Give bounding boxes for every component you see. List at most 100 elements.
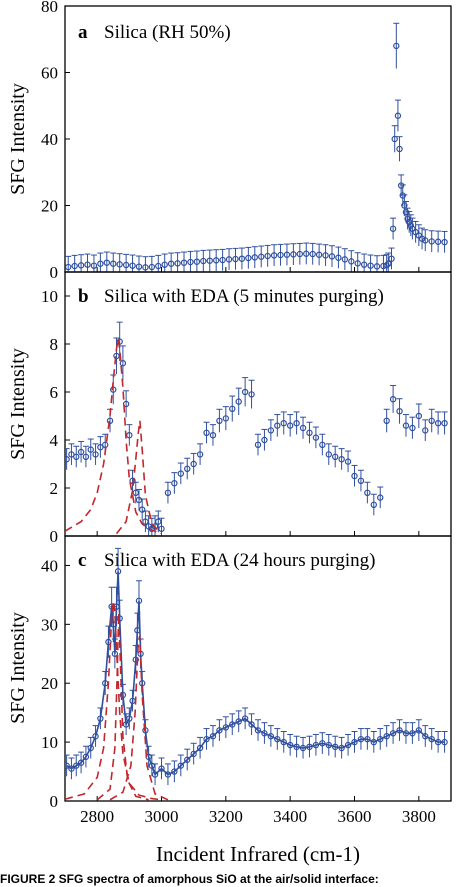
data-point (151, 523, 159, 530)
data-point (396, 145, 403, 153)
data-point (296, 250, 304, 258)
data-point (248, 391, 255, 398)
data-point (264, 252, 271, 260)
data-point (251, 254, 258, 261)
data-point (370, 501, 377, 508)
data-point (401, 202, 408, 209)
data-point (106, 417, 114, 424)
data-point (412, 228, 419, 236)
data-point (241, 715, 249, 722)
data-point (119, 360, 127, 367)
x-tick-label: 3000 (145, 807, 179, 826)
data-point (77, 759, 85, 766)
data-point (377, 735, 384, 743)
x-tick-label: 2800 (80, 807, 114, 826)
data-point (87, 446, 94, 453)
y-tick-label: 20 (41, 197, 58, 216)
data-point (338, 456, 345, 463)
data-point (216, 417, 223, 424)
data-point (385, 260, 392, 267)
y-tick-label: 40 (41, 130, 58, 149)
data-point (187, 258, 194, 266)
y-tick-label: 30 (41, 615, 58, 634)
data-point (344, 458, 352, 465)
y-tick-label: 0 (50, 792, 59, 811)
panel-a: a Silica (RH 50%) SFG Intensity 0 20 40 60 8… (7, 0, 452, 282)
panel-c-letter: c (78, 550, 86, 571)
panel-c-ylabel: SFG Intensity (7, 612, 29, 724)
data-point (415, 727, 423, 734)
data-point (322, 252, 329, 259)
data-point (229, 405, 236, 412)
y-tick-label: 4 (50, 431, 59, 450)
data-point (219, 256, 226, 264)
data-point (245, 254, 252, 262)
data-point (422, 427, 429, 434)
data-point (341, 256, 349, 263)
data-point (148, 263, 156, 271)
data-point (138, 506, 146, 513)
data-point (389, 730, 397, 737)
data-point (184, 465, 191, 472)
data-point (161, 261, 168, 268)
data-point (203, 429, 210, 436)
data-point (428, 735, 435, 743)
y-tick-label: 2 (50, 479, 59, 498)
data-point (306, 429, 313, 436)
data-point (428, 238, 435, 245)
data-point (312, 434, 320, 441)
data-point (397, 182, 405, 189)
fit-component-line (96, 612, 149, 801)
data-point (254, 441, 262, 448)
panel-a-title: Silica (RH 50%) (104, 22, 231, 43)
data-point (389, 396, 397, 403)
data-point (303, 250, 310, 257)
data-point (148, 762, 156, 769)
data-point (394, 112, 402, 119)
y-tick-label: 0 (50, 263, 59, 282)
data-point (229, 721, 236, 728)
y-tick-label: 10 (41, 287, 58, 306)
data-point (418, 235, 426, 242)
data-point (82, 453, 90, 460)
data-point (171, 768, 178, 775)
data-point (73, 762, 80, 769)
data-point (407, 222, 414, 229)
data-point (277, 251, 284, 259)
data-point (415, 412, 423, 420)
data-point (216, 727, 223, 734)
data-point (158, 525, 165, 533)
data-point (267, 733, 275, 740)
fit-line (66, 571, 445, 776)
panel-b-title: Silica with EDA (5 minutes purging) (104, 286, 384, 307)
data-point (65, 762, 70, 769)
y-tick-label: 20 (41, 674, 58, 693)
data-point (332, 453, 339, 460)
panel-b-ylabel: SFG Intensity (7, 348, 29, 460)
data-point (184, 756, 191, 763)
data-point (409, 225, 416, 232)
data-point (370, 738, 377, 746)
data-point (299, 424, 307, 432)
data-point (73, 453, 80, 460)
data-point (377, 494, 384, 501)
data-point (357, 477, 365, 484)
panel-c: c Silica with EDA (24 hours purging) SFG… (7, 535, 452, 826)
data-point (77, 262, 85, 269)
data-point (389, 225, 397, 232)
x-tick-label: 3600 (338, 807, 372, 826)
data-point (396, 408, 403, 415)
data-point (238, 255, 246, 262)
data-point (151, 771, 159, 778)
data-point (129, 262, 136, 269)
data-point (92, 451, 99, 458)
data-point (248, 721, 255, 728)
data-point (441, 420, 448, 427)
data-point (434, 238, 442, 245)
data-point (203, 735, 210, 743)
data-point (87, 744, 94, 752)
data-point (68, 765, 75, 772)
data-point (441, 238, 448, 246)
data-point (367, 262, 374, 269)
data-point (383, 262, 390, 269)
